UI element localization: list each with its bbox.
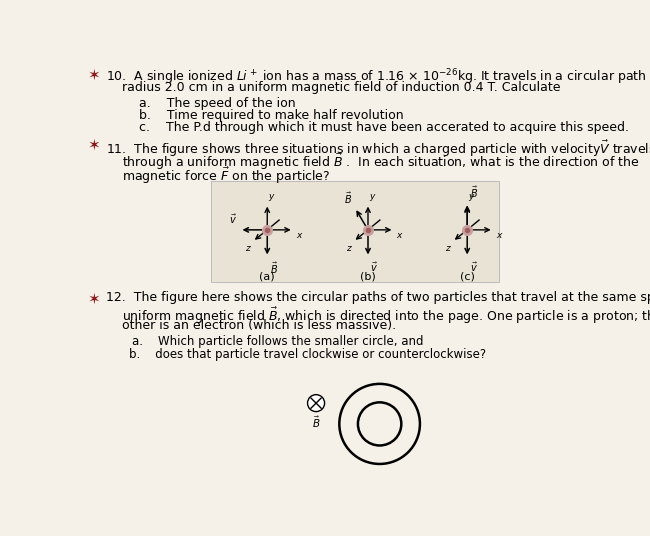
Text: b.    Time required to make half revolution: b. Time required to make half revolution	[139, 109, 404, 122]
Text: through a uniform magnetic field $\vec{B}$ .  In each situation, what is the dir: through a uniform magnetic field $\vec{B…	[122, 152, 640, 173]
Text: y: y	[268, 192, 274, 202]
Text: ✶: ✶	[88, 68, 100, 83]
Text: ✶: ✶	[88, 292, 100, 307]
Text: x: x	[296, 232, 302, 241]
Text: 12.  The figure here shows the circular paths of two particles that travel at th: 12. The figure here shows the circular p…	[106, 292, 650, 304]
Text: y: y	[369, 192, 374, 202]
Text: z: z	[245, 244, 250, 253]
Text: z: z	[346, 244, 351, 253]
Text: magnetic force $\vec{F}$ on the particle?: magnetic force $\vec{F}$ on the particle…	[122, 166, 330, 186]
Text: (c): (c)	[460, 271, 474, 281]
Text: ✶: ✶	[88, 138, 100, 153]
Text: (b): (b)	[360, 271, 376, 281]
Text: $\vec{B}$: $\vec{B}$	[312, 415, 320, 430]
Text: radius 2.0 cm in a uniform magnetic field of induction 0.4 T. Calculate: radius 2.0 cm in a uniform magnetic fiel…	[122, 81, 560, 94]
Text: $\vec{v}$: $\vec{v}$	[370, 260, 378, 273]
Text: $\vec{v}$: $\vec{v}$	[469, 260, 477, 273]
Text: x: x	[496, 232, 501, 241]
Text: y: y	[468, 192, 473, 202]
Text: z: z	[445, 244, 450, 253]
FancyBboxPatch shape	[211, 181, 499, 282]
Text: a.    The speed of the ion: a. The speed of the ion	[139, 96, 296, 110]
Text: $\vec{B}$: $\vec{B}$	[469, 184, 478, 199]
Circle shape	[307, 394, 324, 412]
Text: a.    Which particle follows the smaller circle, and: a. Which particle follows the smaller ci…	[131, 334, 423, 347]
Text: uniform magnetic field $\vec{B}$, which is directed into the page. One particle : uniform magnetic field $\vec{B}$, which …	[122, 306, 650, 325]
Text: 11.  The figure shows three situations in which a charged particle with velocity: 11. The figure shows three situations in…	[106, 138, 650, 159]
Text: c.    The P.d through which it must have been accerated to acquire this speed.: c. The P.d through which it must have be…	[139, 121, 629, 135]
Text: 10.  A single ionized $Li^+$ ion has a mass of 1.16 × 10$^{-26}$kg. It travels i: 10. A single ionized $Li^+$ ion has a ma…	[106, 68, 650, 87]
Text: (a): (a)	[259, 271, 275, 281]
Text: $\vec{B}$: $\vec{B}$	[344, 190, 352, 205]
Text: $\vec{B}$: $\vec{B}$	[270, 260, 278, 276]
Text: other is an electron (which is less massive).: other is an electron (which is less mass…	[122, 319, 396, 332]
Text: $\vec{v}$: $\vec{v}$	[229, 213, 237, 226]
Text: b.    does that particle travel clockwise or counterclockwise?: b. does that particle travel clockwise o…	[129, 348, 486, 361]
Text: x: x	[396, 232, 402, 241]
